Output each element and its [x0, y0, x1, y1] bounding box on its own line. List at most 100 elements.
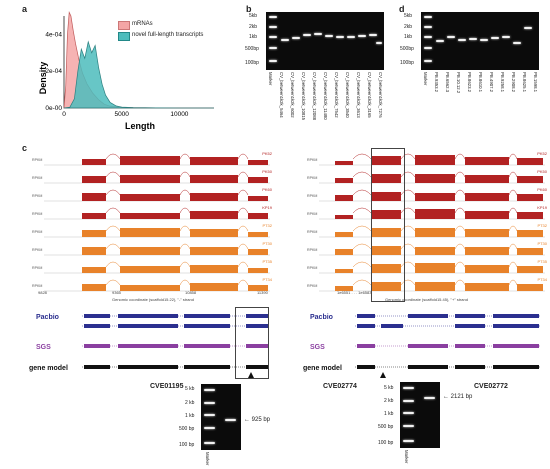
gel-b-lane-8: CV_between1k2k_3613	[356, 72, 361, 118]
coverage-exon	[371, 174, 401, 183]
coverage-exon	[371, 210, 401, 219]
coverage-exon	[335, 249, 353, 255]
coverage-exon	[190, 175, 238, 183]
junction-arc	[352, 171, 372, 178]
gel-b-lane-4: CV_between1k2k_12088	[312, 72, 317, 121]
coverage-exon	[190, 265, 238, 273]
junction-arc	[352, 207, 372, 214]
gel-d-lane-5: PB.8610.1	[478, 72, 483, 93]
pacbio-label-left: Pacbio	[36, 314, 59, 321]
junction-arc	[237, 171, 249, 178]
panel-letter-c: c	[22, 143, 28, 153]
gel-small-right-ladder-100bp: 100 bp	[378, 440, 394, 446]
junction-arc	[179, 153, 191, 160]
coverage-exon	[335, 232, 353, 237]
junction-arc	[237, 225, 249, 232]
coverage-exon	[517, 230, 543, 237]
gel-b-lane-2: CV_between1k2k_6002	[290, 72, 295, 118]
sample-name: PK50	[537, 169, 548, 174]
coverage-exon	[517, 194, 543, 201]
coverage-exon	[190, 247, 238, 255]
coverage-exon	[465, 211, 509, 219]
rpkm-label: RPKM	[32, 266, 42, 270]
junction-arc	[105, 279, 121, 286]
coverage-exon	[335, 286, 353, 291]
right-ticks: 1e6551 . . . 1e6583	[337, 290, 372, 295]
gel-d-image	[421, 12, 539, 70]
junction-arc	[105, 261, 121, 268]
sample-name: PK52	[537, 151, 548, 156]
coverage-exon	[371, 264, 401, 273]
gel-b-lane-3: CV_between1k2k_10815	[301, 72, 306, 121]
sample-name: PT34	[537, 277, 547, 282]
density-chart: Density Length 0 5000 10000 0e-00 2e-04 4e-04	[38, 10, 214, 131]
sample-name: PK52	[262, 151, 273, 156]
coverage-exon	[465, 157, 509, 165]
gel-d-ladder-5kb: 5kb	[404, 13, 413, 19]
coverage-exon	[190, 157, 238, 165]
junction-arc	[179, 279, 191, 286]
coverage-exon	[335, 215, 353, 219]
gel-small-right-ladder-1kb: 1 kb	[384, 411, 394, 417]
coverage-exon	[248, 160, 268, 165]
coverage-exon	[190, 229, 238, 237]
highlight-box-right	[371, 148, 405, 302]
gel-d-ladder-500bp: 500bp	[400, 46, 414, 52]
gel-b-image	[266, 12, 384, 70]
gel-small-left-ladder-1kb: 1 kb	[185, 413, 195, 419]
gene-name-right: CVE02772	[474, 383, 508, 390]
coverage-exon	[517, 248, 543, 255]
coverage-exon	[517, 266, 543, 273]
gel-b-lane-9: CV_between1k2k_3165	[367, 72, 372, 118]
coverage-exon	[415, 174, 455, 183]
junction-arc	[105, 225, 121, 232]
coverage-exon	[371, 192, 401, 201]
sashimi-right: RPKM PK52 RPKM PK50 RPKM PK60 RPKM KP19 RPKM PT32…	[307, 151, 548, 292]
coverage-exon	[248, 213, 268, 219]
gel-small-right-band-size: 2121 bp	[450, 394, 473, 400]
junction-arc	[179, 243, 191, 250]
junction-arc	[508, 225, 518, 232]
coverage-exon	[190, 211, 238, 219]
sample-name: PT30	[262, 241, 272, 246]
junction-arc	[352, 189, 372, 196]
junction-arc	[454, 279, 466, 286]
coverage-exon	[371, 156, 401, 165]
panel-letter-d: d	[399, 4, 405, 14]
coverage-exon	[465, 193, 509, 201]
coverage-exon	[82, 267, 106, 273]
coverage-exon	[517, 176, 543, 183]
y-tick-label: 4e-04	[45, 31, 62, 38]
rpkm-label: RPKM	[307, 176, 317, 180]
coverage-exon	[465, 175, 509, 183]
gel-b-ladder-1kb: 1kb	[249, 34, 258, 40]
coverage-exon	[82, 213, 106, 219]
coverage-exon	[371, 228, 401, 237]
coverage-exon	[120, 213, 180, 219]
junction-arc	[508, 207, 518, 214]
rpkm-label: RPKM	[32, 248, 42, 252]
gel-small-right-ladder-2kb: 2 kb	[384, 398, 394, 404]
gel-b-lane-10: CV_between1k2k_7276	[378, 72, 383, 118]
junction-arc	[454, 171, 466, 178]
gel-d-ladder-100bp: 100bp	[400, 60, 414, 66]
junction-arc	[508, 243, 518, 250]
coverage-exon	[82, 176, 106, 183]
junction-arc	[105, 207, 121, 214]
rpkm-label: RPKM	[32, 230, 42, 234]
coverage-exon	[335, 178, 353, 183]
coverage-exon	[335, 195, 353, 201]
sample-name: PT32	[537, 223, 547, 228]
junction-arc	[352, 261, 372, 268]
sample-name: PT35	[537, 259, 547, 264]
gel-b-lane-0: Marker	[268, 72, 273, 86]
highlight-box-left	[235, 307, 269, 379]
rpkm-label: RPKM	[307, 284, 317, 288]
x-tick-label: 10000	[170, 111, 188, 118]
gel-d-lane-0: Marker	[423, 72, 428, 86]
gel-d-lane-1: PB.9353.2	[434, 72, 439, 93]
junction-arc	[237, 189, 249, 196]
gel-small-left-band-label: ← 925 bp	[244, 417, 270, 423]
gel-small-left-ladder-5kb: 5 kb	[185, 386, 195, 392]
junction-arc	[400, 279, 416, 286]
